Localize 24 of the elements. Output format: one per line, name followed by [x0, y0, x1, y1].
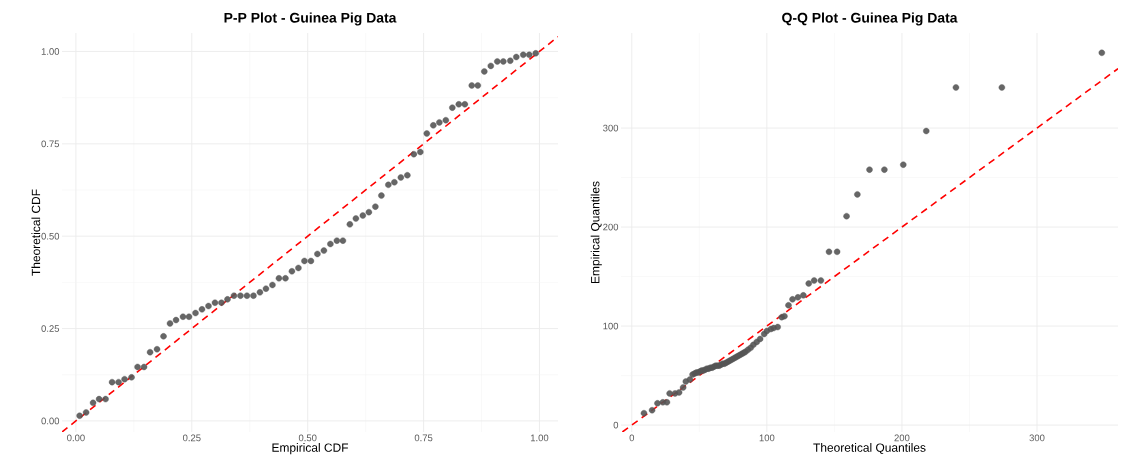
- x-tick-label: 0: [629, 434, 635, 442]
- y-tick-label: 0.00: [41, 417, 60, 425]
- x-tick-label: 0.25: [182, 434, 201, 442]
- y-axis-title: Empirical Quantiles: [590, 181, 602, 284]
- x-tick-label: 200: [894, 434, 910, 442]
- y-axis-title: Theoretical CDF: [31, 189, 41, 276]
- y-tick-label: 0.75: [41, 140, 60, 148]
- x-tick-label: 1.00: [530, 434, 549, 442]
- x-tick-label: 100: [759, 434, 775, 442]
- x-tick-label: 0.75: [414, 434, 433, 442]
- y-tick-label: 0.25: [41, 325, 60, 332]
- y-tick-label: 200: [603, 223, 619, 231]
- chart-title: P-P Plot - Guinea Pig Data: [224, 12, 397, 26]
- x-axis-title: Theoretical Quantiles: [813, 443, 926, 455]
- x-tick-label: 0.00: [67, 434, 85, 442]
- y-tick-label: 100: [603, 322, 619, 330]
- x-tick-label: 300: [1029, 434, 1045, 442]
- x-axis-title: Empirical CDF: [272, 443, 349, 455]
- y-tick-label: 0.50: [41, 232, 60, 240]
- y-tick-label: 300: [603, 124, 619, 132]
- x-tick-label: 0.50: [298, 434, 317, 442]
- y-tick-label: 1.00: [41, 48, 60, 55]
- chart-title: Q-Q Plot - Guinea Pig Data: [782, 12, 958, 26]
- y-tick-label: 0: [613, 421, 619, 429]
